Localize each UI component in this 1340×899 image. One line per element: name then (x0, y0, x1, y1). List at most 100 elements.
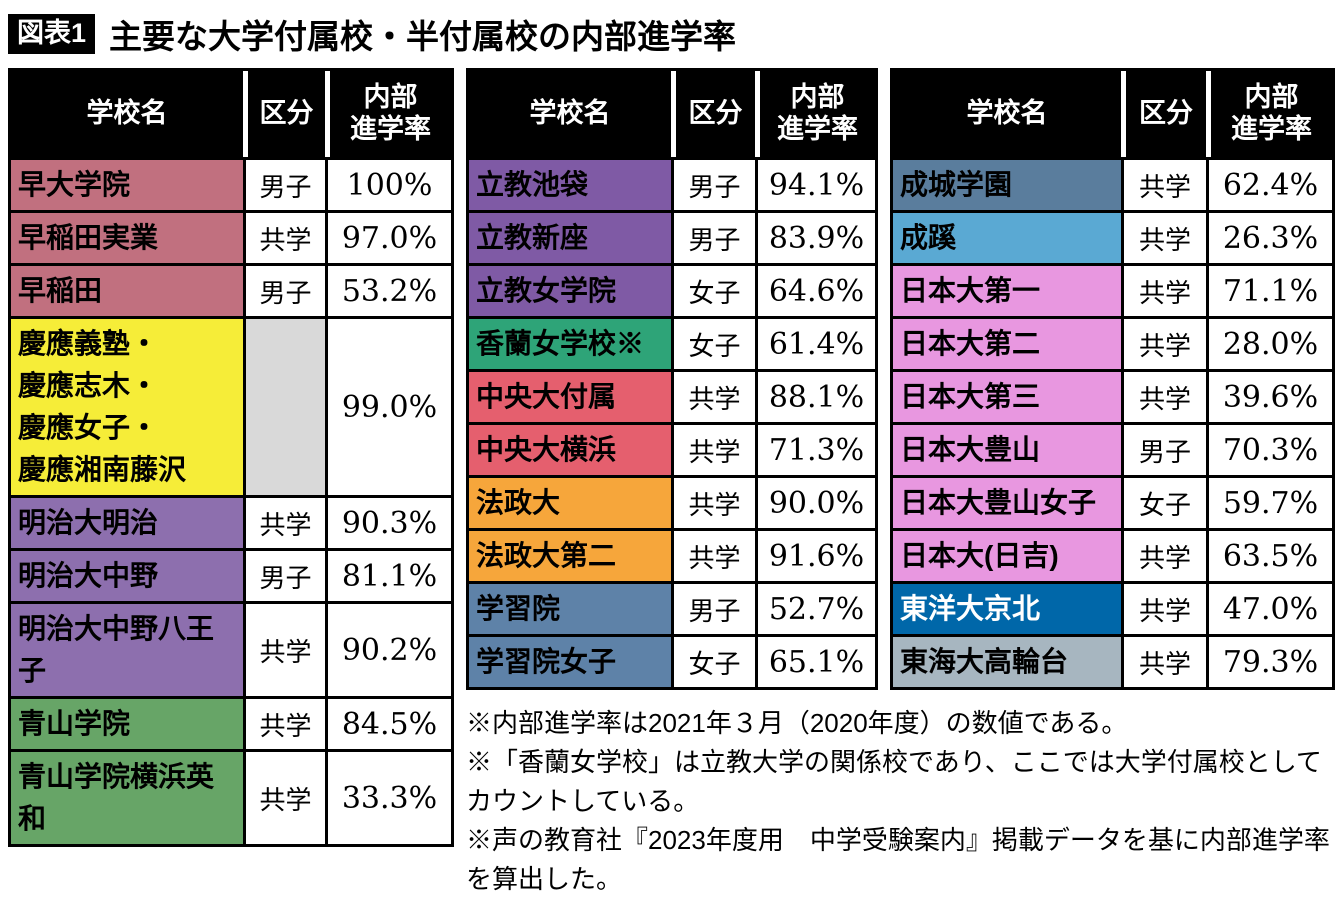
school-type-cell: 男子 (671, 160, 755, 210)
table-row: 日本大豊山 男子 70.3% (893, 422, 1332, 475)
footnotes: ※内部進学率は2021年３月（2020年度）の数値である。 ※「香蘭女学校」は立… (466, 704, 1334, 899)
table-row: 法政大第二 共学 91.6% (469, 528, 875, 581)
rate-cell: 79.3% (1206, 637, 1332, 687)
school-name-cell: 青山学院横浜英和 (11, 752, 243, 844)
table-row: 立教新座 男子 83.9% (469, 210, 875, 263)
school-name-cell: 明治大中野 (11, 551, 243, 601)
school-name-cell: 日本大(日吉) (893, 531, 1121, 581)
table-row: 日本大第一 共学 71.1% (893, 263, 1332, 316)
school-name-cell: 成城学園 (893, 160, 1121, 210)
rate-cell: 90.3% (325, 498, 451, 548)
figure-title-row: 図表1 主要な大学付属校・半付属校の内部進学率 (8, 10, 1334, 58)
rate-cell: 28.0% (1206, 319, 1332, 369)
column-header-school: 学校名 (469, 71, 671, 157)
table-row: 早稲田実業 共学 97.0% (11, 210, 451, 263)
school-name-cell: 日本大第二 (893, 319, 1121, 369)
tables-row: 学校名 区分 内部 進学率 立教池袋 男子 94.1% 立教新座 男子 83.9… (466, 68, 1335, 690)
school-name-cell: 立教池袋 (469, 160, 671, 210)
rate-cell: 64.6% (755, 266, 875, 316)
table-row: 青山学院 共学 84.5% (11, 696, 451, 749)
column-header-type: 区分 (671, 71, 755, 157)
school-type-cell: 共学 (671, 478, 755, 528)
rate-cell: 91.6% (755, 531, 875, 581)
school-type-cell: 共学 (1121, 372, 1206, 422)
rate-cell: 90.2% (325, 604, 451, 696)
tables-area: 学校名 区分 内部 進学率 早大学院 男子 100% 早稲田実業 共学 97.0… (8, 68, 1335, 899)
rate-cell: 61.4% (755, 319, 875, 369)
rate-cell: 84.5% (325, 699, 451, 749)
school-table-3: 学校名 区分 内部 進学率 成城学園 共学 62.4% 成蹊 共学 26.3% (890, 68, 1335, 690)
school-name-cell: 日本大第一 (893, 266, 1121, 316)
table-3-header: 学校名 区分 内部 進学率 (893, 71, 1332, 157)
table-1-header: 学校名 区分 内部 進学率 (11, 71, 451, 157)
school-type-cell: 女子 (1121, 478, 1206, 528)
school-name-cell: 立教新座 (469, 213, 671, 263)
school-name-cell: 日本大第三 (893, 372, 1121, 422)
table-row: 青山学院横浜英和 共学 33.3% (11, 749, 451, 844)
school-name-cell: 早大学院 (11, 160, 243, 210)
rate-cell: 39.6% (1206, 372, 1332, 422)
school-type-cell: 共学 (671, 372, 755, 422)
school-type-cell: 共学 (1121, 637, 1206, 687)
footnote: ※「香蘭女学校」は立教大学の関係校であり、ここでは大学付属校としてカウントしてい… (466, 747, 1322, 816)
school-type-cell: 男子 (243, 266, 325, 316)
rate-cell: 81.1% (325, 551, 451, 601)
school-table-1: 学校名 区分 内部 進学率 早大学院 男子 100% 早稲田実業 共学 97.0… (8, 68, 454, 847)
school-name-cell: 法政大第二 (469, 531, 671, 581)
school-type-cell: 共学 (243, 699, 325, 749)
column-header-rate: 内部 進学率 (755, 71, 875, 157)
rate-cell: 71.3% (755, 425, 875, 475)
footnote: ※内部進学率は2021年３月（2020年度）の数値である。 (466, 708, 1128, 738)
school-type-cell: 男子 (243, 551, 325, 601)
school-type-cell: 共学 (1121, 584, 1206, 634)
table-row: 学習院 男子 52.7% (469, 581, 875, 634)
rate-cell: 59.7% (1206, 478, 1332, 528)
column-header-school: 学校名 (893, 71, 1121, 157)
rate-cell: 52.7% (755, 584, 875, 634)
rate-cell: 99.0% (325, 319, 451, 495)
school-name-cell: 早稲田 (11, 266, 243, 316)
school-name-cell: 早稲田実業 (11, 213, 243, 263)
rate-cell: 97.0% (325, 213, 451, 263)
school-type-cell: 男子 (671, 213, 755, 263)
school-name-cell: 慶應義塾・ 慶應志木・ 慶應女子・ 慶應湘南藤沢 (11, 319, 243, 495)
school-type-cell: 男子 (671, 584, 755, 634)
right-column: 学校名 区分 内部 進学率 立教池袋 男子 94.1% 立教新座 男子 83.9… (466, 68, 1335, 899)
table-row: 日本大豊山女子 女子 59.7% (893, 475, 1332, 528)
table-row: 成城学園 共学 62.4% (893, 157, 1332, 210)
school-type-cell: 女子 (671, 637, 755, 687)
table-row: 法政大 共学 90.0% (469, 475, 875, 528)
school-name-cell: 東海大高輪台 (893, 637, 1121, 687)
table-row: 東洋大京北 共学 47.0% (893, 581, 1332, 634)
school-name-cell: 日本大豊山 (893, 425, 1121, 475)
table-row: 日本大第三 共学 39.6% (893, 369, 1332, 422)
table-row: 明治大中野 男子 81.1% (11, 548, 451, 601)
rate-cell: 53.2% (325, 266, 451, 316)
rate-cell: 65.1% (755, 637, 875, 687)
column-header-type: 区分 (243, 71, 325, 157)
school-table-2: 学校名 区分 内部 進学率 立教池袋 男子 94.1% 立教新座 男子 83.9… (466, 68, 878, 690)
rate-cell: 88.1% (755, 372, 875, 422)
table-row: 中央大横浜 共学 71.3% (469, 422, 875, 475)
figure-number-badge: 図表1 (8, 14, 96, 54)
school-name-cell: 中央大横浜 (469, 425, 671, 475)
table-row: 東海大高輪台 共学 79.3% (893, 634, 1332, 687)
school-type-cell: 男子 (243, 160, 325, 210)
school-name-cell: 法政大 (469, 478, 671, 528)
column-header-school: 学校名 (11, 71, 243, 157)
school-type-cell: 女子 (671, 319, 755, 369)
school-type-cell (243, 319, 325, 495)
school-type-cell: 共学 (671, 425, 755, 475)
rate-cell: 100% (325, 160, 451, 210)
table-row: 立教池袋 男子 94.1% (469, 157, 875, 210)
column-header-type: 区分 (1121, 71, 1206, 157)
table-row: 学習院女子 女子 65.1% (469, 634, 875, 687)
school-type-cell: 共学 (243, 752, 325, 844)
school-name-cell: 明治大中野八王子 (11, 604, 243, 696)
rate-cell: 33.3% (325, 752, 451, 844)
school-name-cell: 立教女学院 (469, 266, 671, 316)
school-name-cell: 中央大付属 (469, 372, 671, 422)
school-type-cell: 共学 (671, 531, 755, 581)
school-type-cell: 共学 (243, 604, 325, 696)
